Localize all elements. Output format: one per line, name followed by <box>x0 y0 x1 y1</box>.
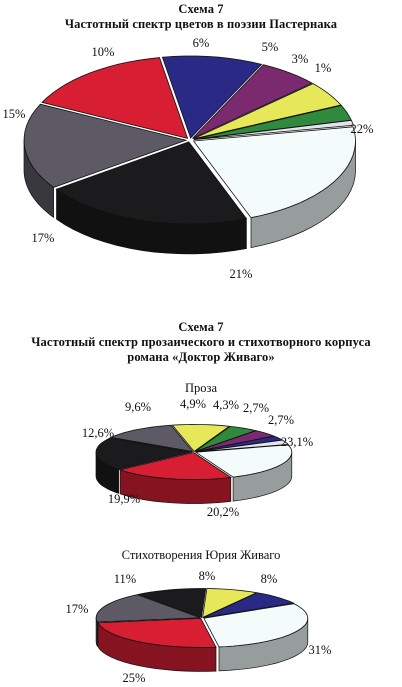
pie1-slice-1 <box>192 126 356 219</box>
figure1-title: Частотный спектр цветов в поэзии Пастерн… <box>64 17 338 31</box>
pie3-label-2: 25% <box>123 671 146 685</box>
pie1-slice-8 <box>193 105 352 140</box>
pie1-label-1: 22% <box>351 122 374 136</box>
pie1-slice-9 <box>193 119 355 140</box>
pie2-slice-8 <box>195 435 284 453</box>
pie2-slice-1 <box>194 444 293 478</box>
pie2-slice-6 <box>194 425 257 452</box>
pie3-label-1: 31% <box>309 643 332 657</box>
pie2-label-6: 4,9% <box>180 397 206 411</box>
pie3-label-3: 17% <box>66 602 89 616</box>
figure2-title-line2: романа «Доктор Живаго» <box>127 350 275 364</box>
figure2-scheme-label: Схема 7 <box>178 320 224 334</box>
poems-chart-subtitle: Стихотворения Юрия Живаго <box>121 548 281 562</box>
pie1-label-3: 17% <box>32 231 55 245</box>
pie1-label-8: 3% <box>292 52 309 66</box>
pie3-slice-3 <box>95 594 201 623</box>
pie2-label-4: 12,6% <box>82 426 114 440</box>
pie2-slice-5 <box>171 423 231 452</box>
pie1-label-4: 15% <box>3 107 26 121</box>
pie1-label-7: 5% <box>262 40 279 54</box>
pie3-label-4: 11% <box>114 572 136 586</box>
pie1-slice-6 <box>192 64 313 139</box>
pie1-slice-3 <box>23 103 188 188</box>
pie3-slice-5 <box>202 588 258 619</box>
pie1-slice-7 <box>193 83 342 140</box>
pie2-slice-9 <box>195 439 290 453</box>
pie2-label-2: 20,2% <box>207 505 239 519</box>
pie2-label-7: 4,3% <box>213 398 239 412</box>
pie1-label-5: 10% <box>92 45 115 59</box>
pie3-label-6: 8% <box>261 572 278 586</box>
pie2-slice-3 <box>95 437 193 470</box>
prose-chart-subtitle: Проза <box>184 381 217 395</box>
pie-chart-3: 31% 25% 17% 11% 8% 8% <box>66 569 332 685</box>
pie3-slice-6 <box>203 592 295 618</box>
pie1-slice-2 <box>55 141 248 225</box>
pie2-label-9: 2,7% <box>268 413 294 427</box>
figure1-scheme-label: Схема 7 <box>178 2 224 16</box>
pie3-slice-2 <box>97 617 217 648</box>
pie2-label-3: 19,9% <box>108 492 140 506</box>
pie-chart-2: 23,1% 20,2% 19,9% 12,6% 9,6% 4,9% 4,3% 2,7%2,7% <box>82 397 313 519</box>
pie2-slice-4 <box>109 424 194 453</box>
pie1-slice-4 <box>41 57 189 139</box>
pie3-slice-4 <box>137 588 207 619</box>
pie-chart-1: 22% 21% 17% 15% 10% 6% 5% 3% 1% <box>3 36 374 281</box>
pie2-label-1: 23,1% <box>281 435 313 449</box>
pie3-slice-1 <box>203 603 309 648</box>
pie3-label-5: 8% <box>199 569 216 583</box>
pie1-label-6: 6% <box>193 36 210 50</box>
pie1-slice-5 <box>161 55 263 139</box>
pie2-label-5: 9,6% <box>125 400 151 414</box>
pie2-label-8: 2,7% <box>243 401 269 415</box>
pie2-slice-2 <box>118 452 232 480</box>
pie1-label-9: 1% <box>315 61 332 75</box>
figure2-title-line1: Частотный спектр прозаического и стихотв… <box>31 335 371 349</box>
pie1-label-2: 21% <box>230 267 253 281</box>
pie2-slice-7 <box>195 430 276 452</box>
